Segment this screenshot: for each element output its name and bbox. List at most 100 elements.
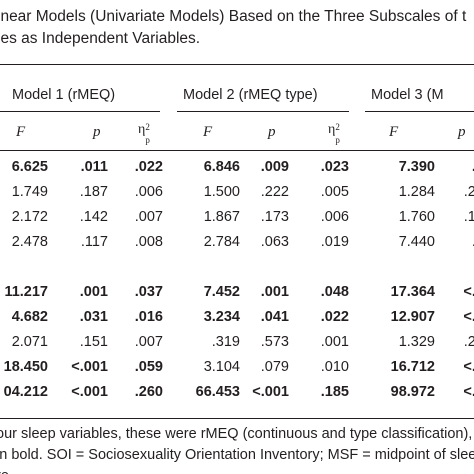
- table-cell: .222: [260, 184, 289, 200]
- table-cell: .008: [134, 234, 163, 250]
- table-cell: 2.784: [203, 234, 240, 250]
- table-cell: <.00: [463, 284, 474, 300]
- table-cell: 1.329: [398, 334, 435, 350]
- top-rule: [0, 64, 474, 65]
- table-cell: 7.452: [203, 284, 240, 300]
- table-cell: .023: [320, 159, 349, 175]
- table-cell: .022: [134, 159, 163, 175]
- table-cell: .173: [260, 209, 289, 225]
- table-cell: .019: [320, 234, 349, 250]
- table-cell: 1.284: [398, 184, 435, 200]
- model-1-underline: [0, 111, 160, 112]
- caption-line-2: les as Independent Variables.: [0, 30, 201, 47]
- col-p-1: p: [93, 124, 101, 140]
- table-cell: .001: [260, 284, 289, 300]
- model-3-underline: [365, 111, 474, 112]
- table-cell: 2.478: [11, 234, 48, 250]
- table-cell: .185: [320, 384, 349, 400]
- eta-symbol: η: [138, 122, 146, 137]
- table-cell: 1.867: [203, 209, 240, 225]
- eta-sup: 2: [145, 122, 150, 132]
- table-cell: .005: [320, 184, 349, 200]
- eta-sub: p: [145, 135, 150, 145]
- table-cell: 2.172: [11, 209, 48, 225]
- table-cell: 17.364: [390, 284, 435, 300]
- table-cell: .007: [134, 334, 163, 350]
- table-cell: .031: [79, 309, 108, 325]
- table-cell: 3.104: [203, 359, 240, 375]
- table-cell: 11.217: [4, 284, 48, 300]
- table-cell: .010: [320, 359, 349, 375]
- table-cell: .00: [472, 233, 474, 251]
- table-cell: <.001: [71, 384, 108, 400]
- table-cell: .151: [79, 334, 108, 350]
- col-p-2: p: [268, 124, 276, 140]
- table-cell: .037: [134, 284, 163, 300]
- table-caption: inear Models (Univariate Models) Based o…: [0, 6, 474, 50]
- table-cell: 6.846: [203, 159, 240, 175]
- col-f-2: F: [203, 124, 213, 140]
- note-line-3: re.: [0, 466, 474, 474]
- table-cell: .009: [260, 159, 289, 175]
- note-line-2: in bold. SOI = Sociosexuality Orientatio…: [0, 447, 474, 463]
- table-cell: 7.440: [398, 234, 435, 250]
- table-cell: .059: [134, 359, 163, 375]
- table-cell: .022: [320, 309, 349, 325]
- col-f-1: F: [16, 124, 26, 140]
- table-cell: .048: [320, 284, 349, 300]
- table-cell: .142: [79, 209, 108, 225]
- table-cell: .117: [80, 234, 108, 250]
- table-cell: 7.390: [398, 159, 435, 175]
- table-cell: 16.712: [390, 359, 435, 375]
- note-line-1: our sleep variables, these were rMEQ (co…: [0, 426, 474, 442]
- table-cell: 2.071: [11, 334, 48, 350]
- table-cell: .011: [80, 159, 108, 175]
- model-2-underline: [177, 111, 349, 112]
- table-cell: 18.450: [3, 359, 48, 375]
- table-cell: .007: [134, 209, 163, 225]
- model-3-header: Model 3 (M: [371, 87, 444, 103]
- table-cell: .258: [463, 184, 474, 200]
- table-cell: .319: [211, 334, 240, 350]
- table-cell: .250: [463, 334, 474, 350]
- table-cell: .186: [463, 209, 474, 225]
- table-cell: <.001: [71, 359, 108, 375]
- table-cell: <.00: [463, 384, 474, 400]
- table-cell: .573: [260, 334, 289, 350]
- col-f-3: F: [389, 124, 399, 140]
- table-cell: 4.682: [11, 309, 48, 325]
- col-p-3: p: [458, 124, 466, 140]
- table-cell: .001: [79, 284, 108, 300]
- table-cell: .00: [472, 158, 474, 176]
- table-cell: .063: [260, 234, 289, 250]
- table-cell: 12.907: [390, 309, 435, 325]
- table-cell: .016: [134, 309, 163, 325]
- model-2-header: Model 2 (rMEQ type): [183, 87, 318, 103]
- header-bottom-rule: [0, 150, 474, 151]
- table-cell: .187: [79, 184, 108, 200]
- table-cell: 04.212: [3, 384, 48, 400]
- caption-line-1: inear Models (Univariate Models) Based o…: [0, 8, 467, 25]
- table-cell: 1.749: [11, 184, 48, 200]
- eta-sup: 2: [335, 122, 340, 132]
- table-cell: 1.500: [203, 184, 240, 200]
- table-cell: 6.625: [11, 159, 48, 175]
- table-cell: <.00: [463, 309, 474, 325]
- table-cell: .260: [134, 384, 163, 400]
- table-cell: 98.972: [390, 384, 435, 400]
- table-cell: .006: [134, 184, 163, 200]
- table-cell: <.00: [463, 359, 474, 375]
- table-cell: .006: [320, 209, 349, 225]
- table-cell: .041: [260, 309, 289, 325]
- table-cell: <.001: [252, 384, 289, 400]
- table-cell: 1.760: [398, 209, 435, 225]
- table-cell: 66.453: [195, 384, 240, 400]
- table-cell: .001: [320, 334, 349, 350]
- bottom-rule: [0, 418, 474, 419]
- table-cell: 3.234: [203, 309, 240, 325]
- table-note: our sleep variables, these were rMEQ (co…: [0, 424, 474, 474]
- model-1-header: Model 1 (rMEQ): [12, 87, 116, 103]
